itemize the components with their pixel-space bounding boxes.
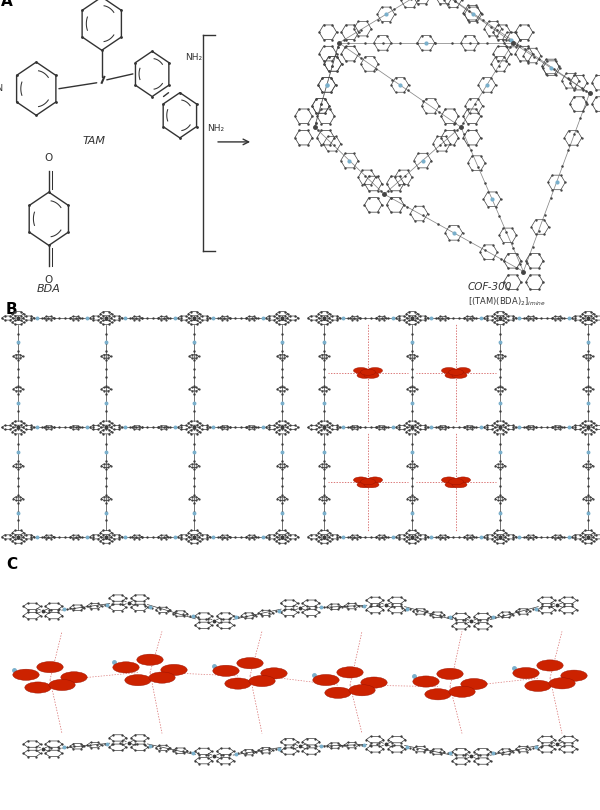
Circle shape <box>13 669 39 680</box>
Circle shape <box>513 667 539 679</box>
Circle shape <box>368 368 383 373</box>
Text: [(TAM)(BDA)$_2$]$_{imine}$: [(TAM)(BDA)$_2$]$_{imine}$ <box>468 296 545 309</box>
Circle shape <box>325 687 351 698</box>
Circle shape <box>449 369 463 375</box>
Circle shape <box>461 679 487 689</box>
Circle shape <box>349 684 375 696</box>
Circle shape <box>525 680 551 692</box>
Circle shape <box>449 479 463 484</box>
Circle shape <box>137 654 163 665</box>
Circle shape <box>445 373 460 378</box>
Circle shape <box>125 675 151 686</box>
Circle shape <box>149 672 175 683</box>
Circle shape <box>364 482 379 488</box>
Circle shape <box>561 670 587 681</box>
Circle shape <box>449 686 475 697</box>
Circle shape <box>437 668 463 680</box>
Circle shape <box>225 678 251 689</box>
Circle shape <box>213 665 239 676</box>
Text: O: O <box>45 275 53 285</box>
Circle shape <box>364 373 379 378</box>
Circle shape <box>455 477 470 483</box>
Circle shape <box>113 662 139 673</box>
Circle shape <box>357 482 372 488</box>
Text: O: O <box>45 152 53 163</box>
Circle shape <box>237 658 263 669</box>
Circle shape <box>361 479 376 484</box>
Circle shape <box>37 662 63 673</box>
Circle shape <box>49 680 75 691</box>
Text: NH₂: NH₂ <box>208 124 225 133</box>
Circle shape <box>25 682 51 693</box>
Circle shape <box>442 477 457 483</box>
Circle shape <box>413 676 439 687</box>
Circle shape <box>249 676 275 687</box>
Circle shape <box>442 368 457 373</box>
Circle shape <box>361 677 387 688</box>
Text: C: C <box>6 557 17 573</box>
Text: NH₂: NH₂ <box>185 53 202 62</box>
Circle shape <box>161 664 187 676</box>
Circle shape <box>537 660 563 671</box>
Circle shape <box>261 667 287 679</box>
Circle shape <box>337 667 363 678</box>
Circle shape <box>361 369 376 375</box>
Circle shape <box>353 477 368 483</box>
Circle shape <box>452 373 467 378</box>
Circle shape <box>313 675 339 685</box>
Text: A: A <box>1 0 13 9</box>
Circle shape <box>357 373 372 378</box>
Text: TAM: TAM <box>83 136 106 146</box>
Circle shape <box>425 688 451 700</box>
Text: B: B <box>6 302 17 318</box>
Circle shape <box>452 482 467 488</box>
Text: BDA: BDA <box>37 284 61 294</box>
Text: COF-300: COF-300 <box>468 282 512 292</box>
Circle shape <box>549 678 575 689</box>
Circle shape <box>353 368 368 373</box>
Circle shape <box>61 671 87 683</box>
Text: H₂N: H₂N <box>0 84 4 93</box>
Circle shape <box>455 368 470 373</box>
Circle shape <box>368 477 383 483</box>
Circle shape <box>445 482 460 488</box>
